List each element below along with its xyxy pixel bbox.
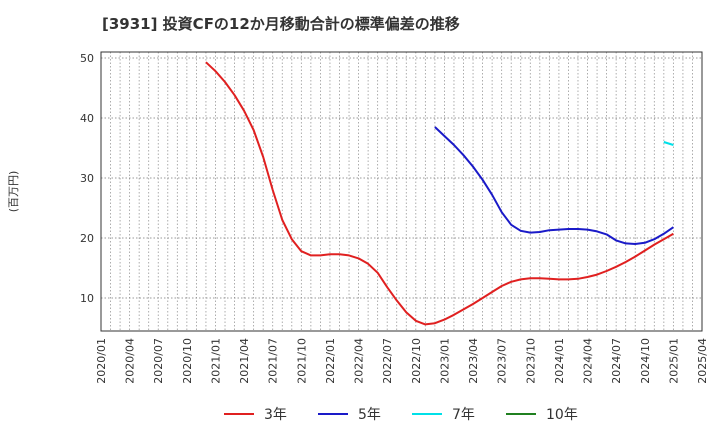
x-tick-label: 2021/10 [295, 338, 308, 384]
x-tick-label: 2020/07 [152, 338, 165, 384]
y-tick-label: 50 [80, 52, 94, 65]
chart-title: [3931] 投資CFの12か月移動合計の標準偏差の推移 [102, 15, 460, 33]
grid [101, 52, 702, 331]
x-tick-label: 2024/01 [553, 338, 566, 384]
legend-label-3: 7年 [452, 407, 475, 423]
legend-label-4: 10年 [546, 407, 578, 423]
series-line-2 [434, 126, 674, 245]
series-line-3 [663, 141, 674, 146]
x-tick-label: 2020/04 [124, 338, 137, 384]
x-tick-label: 2024/04 [582, 338, 595, 384]
y-axis-label: (百万円) [7, 171, 20, 213]
x-tick-label: 2021/07 [267, 338, 280, 384]
x-tick-label: 2021/01 [209, 338, 222, 384]
x-tick-label: 2020/01 [95, 338, 108, 384]
x-tick-label: 2023/01 [438, 338, 451, 384]
x-tick-label: 2023/07 [496, 338, 509, 384]
series-line-1 [205, 61, 674, 326]
x-tick-label: 2020/10 [181, 338, 194, 384]
x-tick-label: 2022/10 [410, 338, 423, 384]
y-tick-label: 10 [80, 292, 94, 305]
y-tick-label: 30 [80, 172, 94, 185]
legend: 3年 5年 7年 10年 [224, 407, 578, 423]
legend-label-2: 5年 [358, 407, 381, 423]
x-tick-label: 2024/07 [610, 338, 623, 384]
y-tick-label: 20 [80, 232, 94, 245]
x-tick-label: 2025/04 [696, 338, 709, 384]
x-axis-ticks: 2020/01 2020/04 2020/07 2020/10 2021/01 2021/… [95, 338, 709, 384]
x-tick-label: 2024/10 [639, 338, 652, 384]
legend-label-1: 3年 [264, 407, 287, 423]
y-axis-ticks: 10 20 30 40 50 [80, 52, 94, 305]
x-tick-label: 2022/04 [353, 338, 366, 384]
x-tick-label: 2021/04 [238, 338, 251, 384]
x-tick-label: 2025/01 [667, 338, 680, 384]
x-tick-label: 2022/01 [324, 338, 337, 384]
x-tick-label: 2023/10 [524, 338, 537, 384]
y-tick-label: 40 [80, 112, 94, 125]
plot-frame [100, 51, 703, 332]
x-tick-label: 2023/04 [467, 338, 480, 384]
series-lines [205, 61, 674, 326]
x-tick-label: 2022/07 [381, 338, 394, 384]
